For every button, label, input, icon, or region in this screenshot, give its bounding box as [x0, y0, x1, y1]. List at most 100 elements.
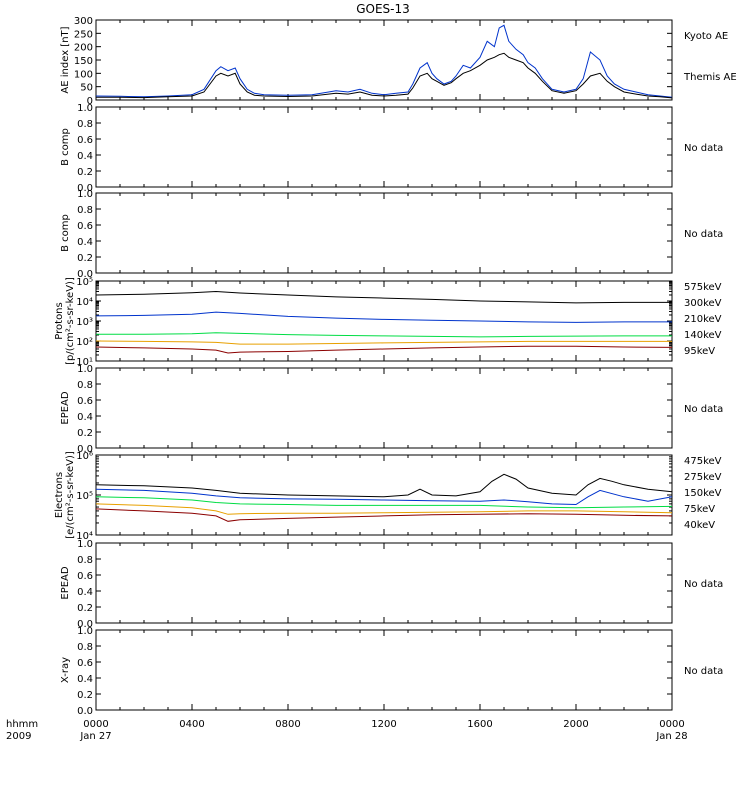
y-tick-label: 10⁶	[76, 451, 93, 462]
y-axis-label: B comp	[60, 214, 71, 252]
y-tick-label: 0.4	[77, 237, 93, 248]
y-tick-label: 10¹	[76, 357, 93, 368]
legend-entry: 275keV	[684, 472, 722, 483]
y-tick-label: 10⁴	[76, 531, 93, 542]
y-tick-label: 200	[74, 43, 93, 54]
legend-entry: Themis AE	[683, 72, 737, 83]
y-tick-label: 0.2	[77, 167, 93, 178]
series-line-kyoto-ae	[95, 24, 673, 98]
y-tick-label: 150	[74, 56, 93, 67]
y-tick-label: 0.8	[77, 205, 93, 216]
legend-entry: 95keV	[684, 346, 715, 357]
y-tick-label: 0.6	[77, 571, 93, 582]
legend-entry: 575keV	[684, 282, 722, 293]
y-tick-label: 10⁴	[76, 297, 93, 308]
series-line-150kev	[95, 496, 673, 509]
y-tick-label: 0.4	[77, 412, 93, 423]
panel-3: 0.0 0.2 0.4 0.6 0.8 1.0 B comp No data	[60, 189, 723, 280]
y-tick-label: 250	[74, 29, 93, 40]
y-axis-label: X-ray	[60, 657, 71, 683]
x-tick-label: 0400	[179, 719, 204, 730]
y-tick-label: 0.4	[77, 151, 93, 162]
y-tick-label: 0.2	[77, 690, 93, 701]
y-tick-label: 1.0	[77, 626, 93, 637]
panel-7: 0.0 0.2 0.4 0.6 0.8 1.0 EPEAD No data	[60, 539, 723, 630]
figure-title: GOES-13	[356, 2, 410, 16]
y-tick-label: 0	[87, 96, 93, 107]
y-tick-label: 0.2	[77, 253, 93, 264]
legend-entry: 150keV	[684, 488, 722, 499]
y-tick-label: 300	[74, 16, 93, 27]
panel-frame	[95, 19, 673, 101]
y-axis-label-units: [p/(cm²-s-sr-keV)]	[65, 277, 76, 365]
y-tick-label: 0.0	[77, 706, 93, 717]
y-tick-label: 0.0	[77, 183, 93, 194]
y-tick-label: 0.6	[77, 396, 93, 407]
x-tick-label: 1200	[371, 719, 396, 730]
y-tick-label: 0.8	[77, 380, 93, 391]
y-axis-label: EPEAD	[60, 566, 71, 600]
series-line-210kev	[96, 332, 672, 338]
series-line-40kev	[95, 473, 673, 498]
y-tick-label: 0.2	[77, 603, 93, 614]
panel-4: 10¹ 10² 10³ 10⁴ 10⁵ Protons [p/(cm²-s-sr-keV)]…	[54, 277, 722, 368]
x-tick-label: 0000	[659, 719, 684, 730]
y-tick-label: 1.0	[77, 539, 93, 550]
y-tick-label: 0.0	[77, 269, 93, 280]
panel-frame	[95, 192, 673, 274]
no-data-label: No data	[684, 666, 723, 677]
y-tick-label: 10²	[76, 337, 93, 348]
y-tick-label: 0.8	[77, 555, 93, 566]
panel-2: 0.0 0.2 0.4 0.6 0.8 1.0 B comp No data	[60, 103, 723, 194]
x-tick-date: Jan 27	[79, 731, 111, 742]
no-data-label: No data	[684, 404, 723, 415]
no-data-label: No data	[684, 143, 723, 154]
y-tick-label: 0.0	[77, 444, 93, 455]
no-data-label: No data	[684, 229, 723, 240]
y-axis-label: B comp	[60, 128, 71, 166]
no-data-label: No data	[684, 579, 723, 590]
x-axis-label-hhmm: hhmm	[6, 719, 38, 730]
y-tick-label: 0.4	[77, 674, 93, 685]
y-tick-label: 0.0	[77, 619, 93, 630]
legend-entry: 300keV	[684, 298, 722, 309]
y-axis-label: Electrons	[54, 472, 65, 518]
series-line-275kev	[95, 503, 673, 515]
y-tick-label: 100	[74, 69, 93, 80]
legend-entry: 40keV	[684, 520, 715, 531]
x-tick-label: 1600	[467, 719, 492, 730]
y-axis-label-units: [e/(cm²-s-sr-keV)]	[65, 451, 76, 539]
legend-entry: 475keV	[684, 456, 722, 467]
y-tick-label: 0.6	[77, 658, 93, 669]
y-tick-label: 10⁵	[76, 491, 93, 502]
series-line-575kev	[95, 345, 673, 354]
legend-entry: 75keV	[684, 504, 715, 515]
y-axis-label: EPEAD	[60, 391, 71, 425]
panel-6: 10⁴ 10⁵ 10⁶ Electrons [e/(cm²-s-sr-keV)] 475k…	[54, 451, 722, 542]
panel-frame	[95, 106, 673, 188]
legend-entry: 210keV	[684, 314, 722, 325]
y-tick-label: 0.2	[77, 428, 93, 439]
y-tick-label: 10³	[76, 317, 93, 328]
y-tick-label: 0.8	[77, 642, 93, 653]
series-line-300kev	[95, 340, 672, 345]
x-tick-label: 0000	[83, 719, 108, 730]
panel-5: 0.0 0.2 0.4 0.6 0.8 1.0 EPEAD No data	[60, 364, 723, 455]
y-axis-label: AE index [nT]	[60, 26, 71, 93]
series-line-75kev	[95, 488, 673, 506]
legend-entry: Kyoto AE	[684, 31, 728, 42]
series-line-475kev	[95, 508, 673, 522]
y-tick-label: 1.0	[77, 364, 93, 375]
series-line-140kev	[95, 311, 672, 323]
panel-frame	[95, 542, 673, 624]
x-tick-label: 2000	[563, 719, 588, 730]
y-tick-label: 50	[80, 83, 93, 94]
y-tick-label: 1.0	[77, 189, 93, 200]
y-tick-label: 0.4	[77, 587, 93, 598]
x-axis-label-year: 2009	[6, 731, 31, 742]
panel-frame	[95, 454, 673, 536]
y-axis-label: Protons	[54, 302, 65, 339]
